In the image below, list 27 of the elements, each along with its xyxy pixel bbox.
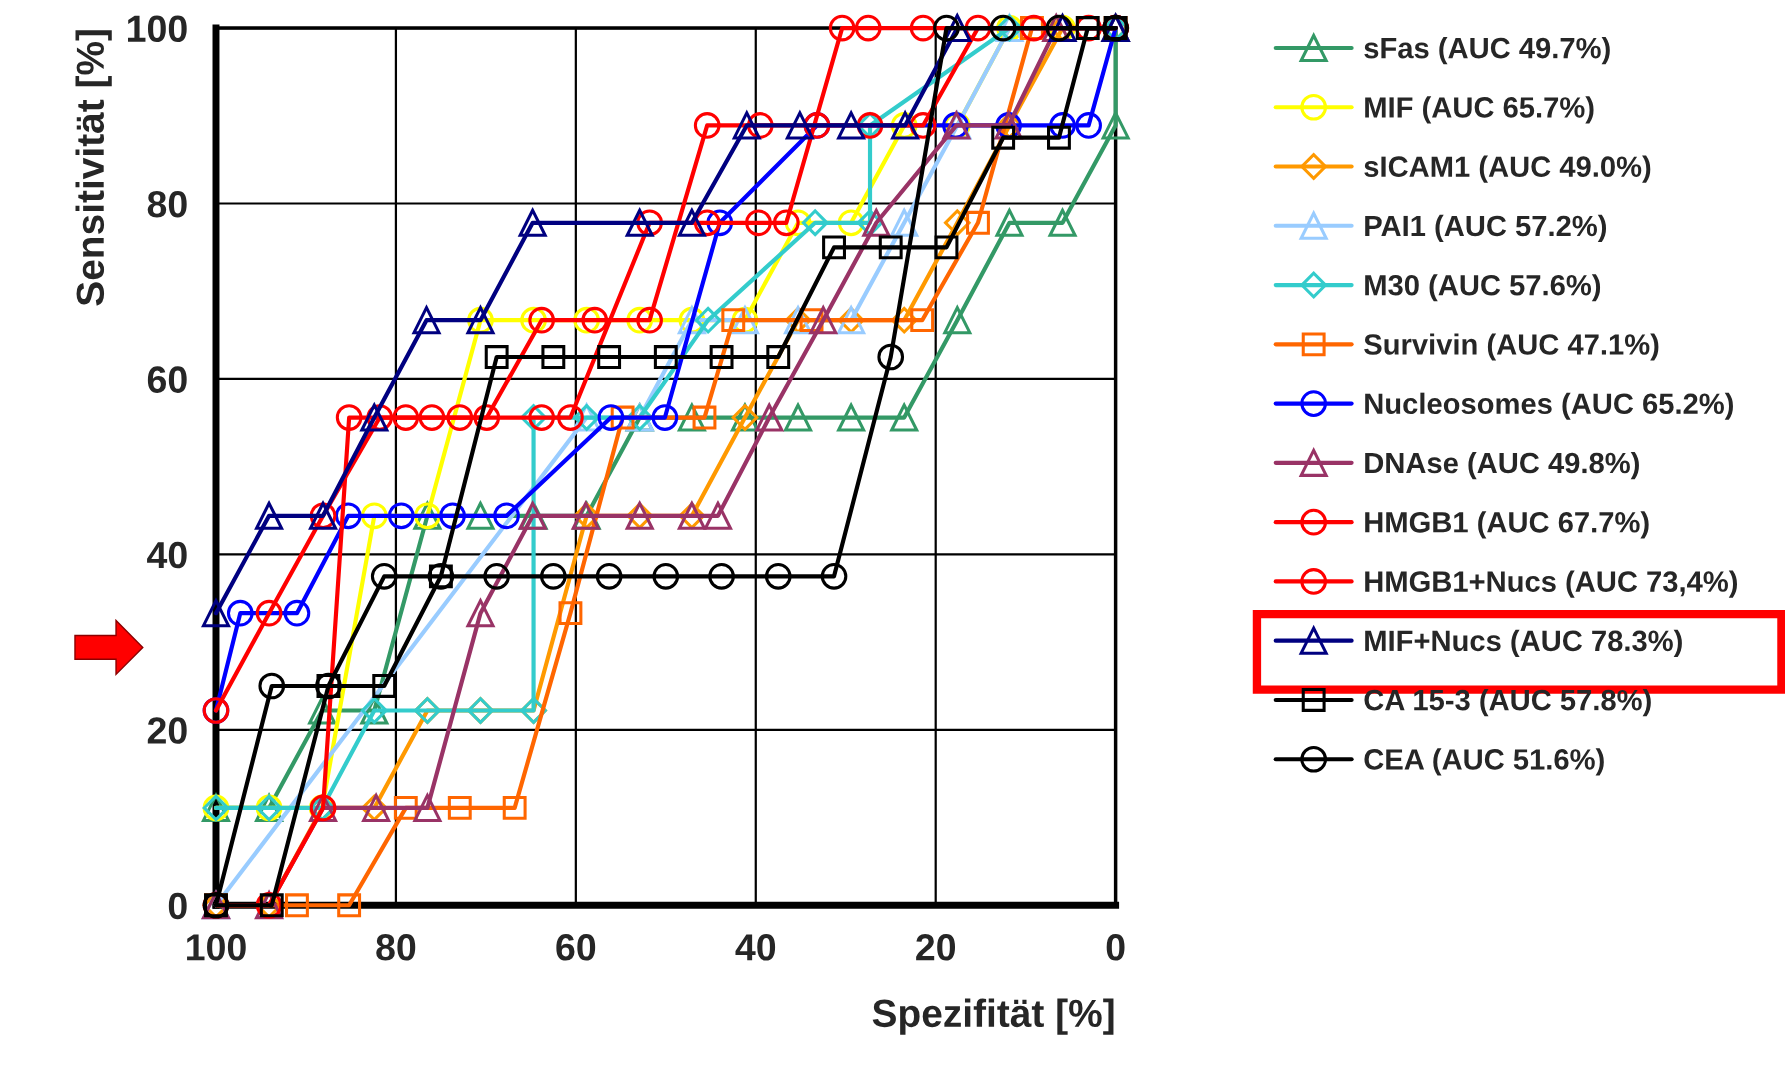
y-axis-title: Sensitivität [%]	[75, 30, 112, 306]
x-tick-label: 20	[916, 934, 956, 961]
x-tick-label: 100	[187, 934, 246, 961]
legend-label: M30 (AUC 57.6%)	[1365, 274, 1601, 302]
legend-label: Nucleosomes (AUC 65.2%)	[1365, 392, 1733, 420]
y-tick-label: 80	[147, 190, 187, 218]
legend-label: PAI1 (AUC 57.2%)	[1365, 214, 1607, 243]
legend-label: HMGB1 (AUC 67.7%)	[1365, 511, 1649, 539]
y-tick-label: 40	[147, 541, 187, 569]
legend-label: MIF+Nucs (AUC 78.3%)	[1365, 629, 1682, 657]
legend-label: HMGB1+Nucs (AUC 73,4%)	[1365, 570, 1738, 598]
y-tick-label: 0	[168, 892, 187, 920]
x-tick-label: 0	[1106, 934, 1125, 961]
legend-label: CEA (AUC 51.6%)	[1364, 748, 1604, 776]
legend-label: Survivin (AUC 47.1%)	[1364, 333, 1659, 361]
legend-label: CA 15-3 (AUC 57.8%)	[1364, 689, 1651, 717]
legend-label: sICAM1 (AUC 49.0%)	[1364, 155, 1651, 183]
legend-label: DNAse (AUC 49.8%)	[1365, 451, 1639, 480]
legend-label: MIF (AUC 65.7%)	[1365, 96, 1594, 124]
legend-label: sFas (AUC 49.7%)	[1364, 37, 1610, 65]
x-tick-label: 80	[376, 934, 416, 961]
x-tick-label: 40	[735, 934, 776, 961]
x-axis-title: Spezifität [%]	[872, 998, 1114, 1035]
y-tick-label: 20	[147, 717, 187, 744]
y-tick-label: 60	[147, 366, 187, 393]
x-tick-label: 60	[556, 934, 596, 961]
y-tick-label: 100	[128, 15, 187, 43]
